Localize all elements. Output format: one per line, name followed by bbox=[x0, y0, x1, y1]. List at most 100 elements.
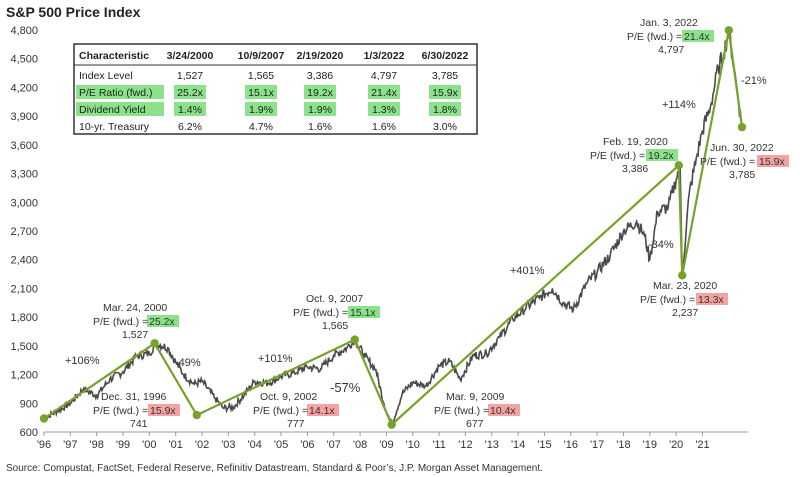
table-row-label: 10-yr. Treasury bbox=[79, 121, 150, 133]
annotation-oct-2007: Oct. 9, 2007 P/E (fwd.) = 15.1x 1,565 bbox=[293, 293, 380, 332]
x-axis: '96 '97 '98 '99 '00 '01 '02 '03 '04 '05 '06 '07 '08 '… bbox=[37, 431, 748, 451]
annotation-pe-label: P/E (fwd.) = bbox=[93, 316, 148, 328]
y-tick-label: 1,800 bbox=[10, 312, 38, 324]
turning-point bbox=[192, 410, 201, 420]
table-cell: 1,565 bbox=[248, 70, 274, 82]
y-tick-label: 2,100 bbox=[10, 283, 38, 295]
annotation-mar-2000: Mar. 24, 2000 P/E (fwd.) = 25.2x 1,527 bbox=[93, 302, 179, 341]
pe-highlight bbox=[147, 315, 179, 327]
table-cell: 1.3% bbox=[372, 104, 396, 116]
table-cell-highlight bbox=[174, 102, 206, 116]
x-tick-label: '05 bbox=[274, 439, 288, 451]
annotation-value: 1,565 bbox=[322, 320, 348, 332]
x-tick-label: '99 bbox=[116, 439, 130, 451]
turning-point bbox=[350, 335, 360, 344]
table-cell: 19.2x bbox=[307, 87, 333, 99]
table-row-label: Index Level bbox=[79, 70, 133, 82]
turning-point bbox=[150, 339, 159, 348]
annotation-value: 3,785 bbox=[729, 169, 755, 181]
chart-title: S&P 500 Price Index bbox=[6, 4, 141, 20]
table-cells: Characteristic 3/24/2000 10/9/2007 2/19/202… bbox=[79, 50, 469, 133]
annotation-jan-2022: Jan. 3, 2022 P/E (fwd.) = 21.4x 4,797 bbox=[627, 17, 714, 56]
pe-highlight bbox=[696, 293, 728, 305]
pe-highlight bbox=[757, 155, 789, 167]
pct-label-2020-crash: -34% bbox=[648, 239, 674, 251]
annotation-pe-value: 19.2x bbox=[648, 150, 674, 162]
pe-highlight bbox=[307, 404, 339, 416]
table-cell: 1.8% bbox=[433, 104, 457, 116]
annotation-pe-label: P/E (fwd.) = bbox=[253, 405, 308, 417]
y-tick-label: 600 bbox=[20, 427, 38, 439]
table-cell: 3.0% bbox=[433, 121, 457, 133]
annotation-date: Feb. 19, 2020 bbox=[603, 136, 668, 148]
annotation-oct-2002: Oct. 9, 2002 P/E (fwd.) = 14.1x 777 bbox=[253, 391, 339, 430]
annotation-date: Jan. 3, 2022 bbox=[640, 17, 698, 29]
x-tick-label: '18 bbox=[616, 439, 630, 451]
pct-label-2007-2009: -57% bbox=[330, 380, 361, 395]
annotation-date: Oct. 9, 2002 bbox=[260, 391, 317, 403]
table-cell: 1.9% bbox=[308, 104, 332, 116]
annotation-pe-value: 15.9x bbox=[150, 405, 176, 417]
annotation-pe-label: P/E (fwd.) = bbox=[640, 294, 695, 306]
pe-highlight bbox=[148, 404, 180, 416]
valuation-table: Characteristic 3/24/2000 10/9/2007 2/19/202… bbox=[73, 43, 478, 135]
y-tick-label: 1,500 bbox=[10, 341, 38, 353]
annotation-pe-label: P/E (fwd.) = bbox=[434, 405, 489, 417]
table-cell: 15.9x bbox=[432, 87, 458, 99]
annotation-pe-value: 21.4x bbox=[684, 31, 710, 43]
annotation-pe-label: P/E (fwd.) = bbox=[93, 405, 148, 417]
pct-label-2009-2020: +401% bbox=[510, 265, 545, 277]
annotation-mar-2009: Mar. 9, 2009 P/E (fwd.) = 10.4x 677 bbox=[434, 391, 520, 430]
table-cell: 1.9% bbox=[249, 104, 273, 116]
annotation-date: Mar. 24, 2000 bbox=[103, 302, 167, 314]
table-cell: 4,797 bbox=[371, 70, 397, 82]
table-cell-highlight bbox=[429, 85, 461, 99]
annotation-jun-2022: Jun. 30, 2022 P/E (fwd.) = 15.9x 3,785 bbox=[700, 142, 789, 181]
turning-point bbox=[39, 414, 49, 423]
y-tick-label: 3,000 bbox=[10, 197, 38, 209]
y-tick-label: 3,900 bbox=[10, 111, 38, 123]
source-note: Source: Compustat, FactSet, Federal Rese… bbox=[6, 463, 543, 474]
pct-label-2022-drop: -21% bbox=[741, 75, 767, 87]
x-tick-label: '02 bbox=[195, 439, 209, 451]
table-cell-highlight bbox=[245, 85, 277, 99]
pe-highlight bbox=[682, 30, 714, 42]
table-cell-highlight bbox=[368, 85, 400, 99]
table-header-cell: 1/3/2022 bbox=[364, 50, 405, 62]
table-cell: 6.2% bbox=[178, 121, 202, 133]
x-tick-label: '20 bbox=[669, 439, 683, 451]
x-tick-label: '06 bbox=[300, 439, 314, 451]
pe-highlight bbox=[348, 306, 380, 318]
x-tick-label: '97 bbox=[63, 439, 77, 451]
annotation-value: 677 bbox=[466, 418, 484, 430]
table-cell-highlight bbox=[245, 102, 277, 116]
annotation-pe-value: 13.3x bbox=[698, 294, 724, 306]
x-tick-label: '07 bbox=[327, 439, 341, 451]
turning-point bbox=[674, 161, 683, 170]
pe-highlight bbox=[488, 404, 520, 416]
y-tick-label: 2,700 bbox=[10, 226, 38, 238]
table-cell: 3,785 bbox=[432, 70, 458, 82]
table-row-label: P/E Ratio (fwd.) bbox=[79, 87, 153, 99]
turning-point bbox=[737, 122, 747, 132]
x-tick-label: '17 bbox=[590, 439, 604, 451]
annotation-pe-label: P/E (fwd.) = bbox=[627, 31, 682, 43]
annotation-pe-label: P/E (fwd.) = bbox=[700, 156, 755, 168]
x-tick-label: '21 bbox=[695, 439, 709, 451]
y-tick-label: 900 bbox=[20, 398, 38, 410]
x-tick-label: '03 bbox=[221, 439, 235, 451]
pe-highlight bbox=[646, 149, 678, 161]
turning-points bbox=[39, 26, 747, 429]
table-header-cell: 3/24/2000 bbox=[167, 50, 214, 62]
annotation-pe-value: 15.1x bbox=[350, 307, 376, 319]
turning-point bbox=[387, 420, 396, 429]
annotation-pe-value: 10.4x bbox=[490, 405, 516, 417]
annotations: Mar. 24, 2000 P/E (fwd.) = 25.2x 1,527 D… bbox=[93, 17, 789, 430]
table-cell: 3,386 bbox=[307, 70, 333, 82]
annotation-date: Dec. 31, 1996 bbox=[101, 391, 167, 403]
annotation-mar-2020: Mar. 23, 2020 P/E (fwd.) = 13.3x 2,237 bbox=[640, 280, 728, 319]
x-tick-label: '00 bbox=[142, 439, 156, 451]
y-tick-label: 4,500 bbox=[10, 54, 38, 66]
annotation-pe-label: P/E (fwd.) = bbox=[293, 307, 348, 319]
